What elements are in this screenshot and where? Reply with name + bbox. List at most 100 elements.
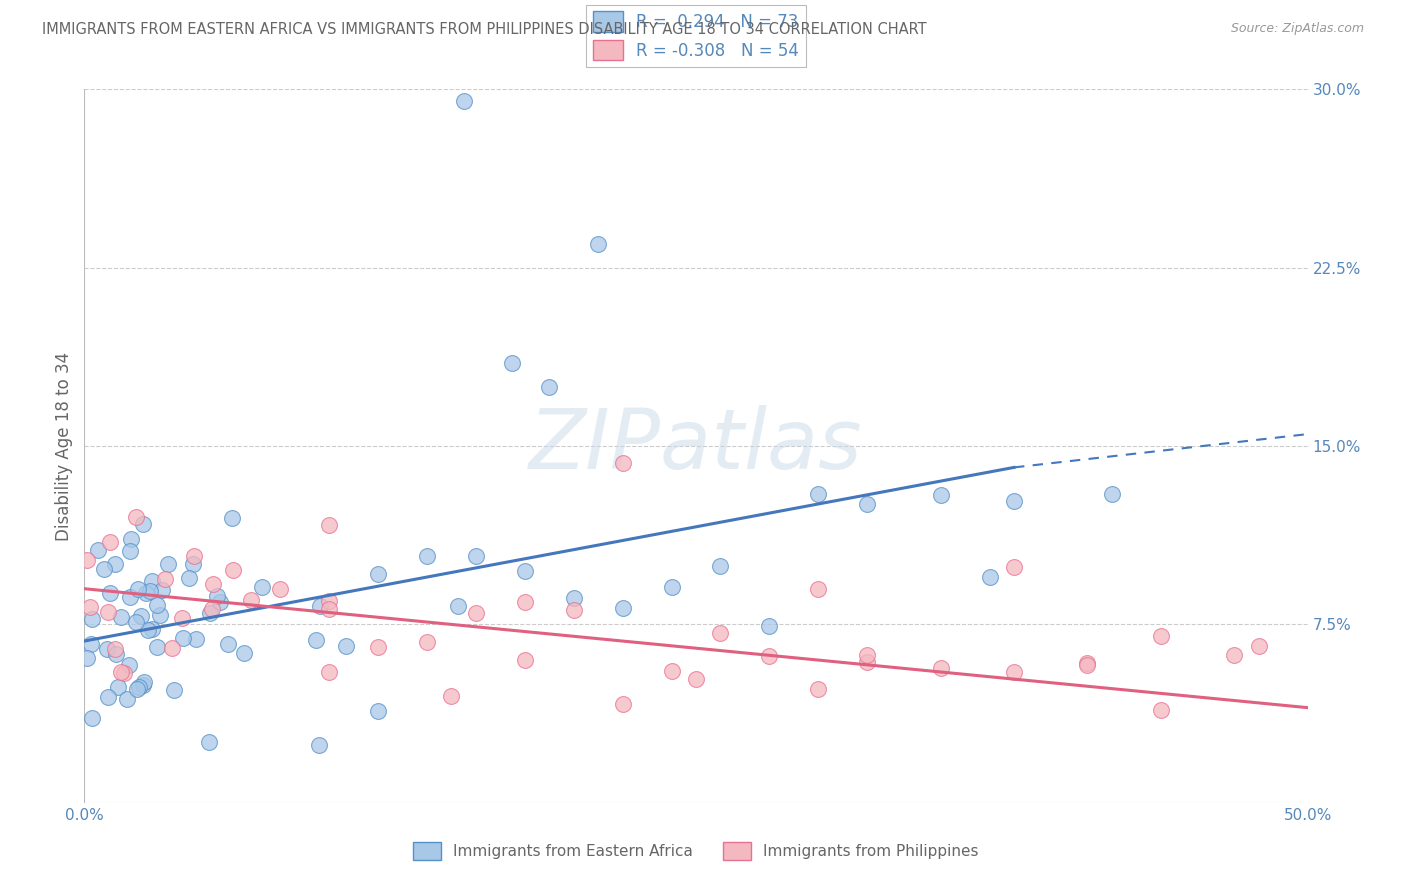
Point xyxy=(856,648,879,663)
Point xyxy=(125,510,148,524)
Point xyxy=(807,582,830,597)
Point xyxy=(209,595,232,609)
Point xyxy=(222,563,245,577)
Point xyxy=(464,606,486,620)
Point xyxy=(1150,703,1173,717)
Point xyxy=(79,600,101,615)
Point xyxy=(1223,648,1246,663)
Point xyxy=(118,657,141,672)
Point xyxy=(1101,486,1123,500)
Point xyxy=(107,680,129,694)
Point xyxy=(104,648,127,662)
Point xyxy=(80,637,103,651)
Point xyxy=(98,586,121,600)
Point xyxy=(807,681,830,696)
Point xyxy=(201,602,224,616)
Point xyxy=(97,606,120,620)
Point xyxy=(1076,656,1098,670)
Point xyxy=(179,571,201,585)
Point xyxy=(104,642,127,657)
Point xyxy=(269,582,291,596)
Point xyxy=(205,589,228,603)
Point xyxy=(139,583,162,598)
Point xyxy=(112,666,135,681)
Point xyxy=(170,611,193,625)
Point xyxy=(104,557,127,571)
Point xyxy=(115,692,138,706)
Point xyxy=(141,622,163,636)
Point xyxy=(661,664,683,678)
Point xyxy=(318,594,340,608)
Point xyxy=(612,697,634,711)
Point xyxy=(132,517,155,532)
Point xyxy=(252,580,274,594)
Text: IMMIGRANTS FROM EASTERN AFRICA VS IMMIGRANTS FROM PHILIPPINES DISABILITY AGE 18 : IMMIGRANTS FROM EASTERN AFRICA VS IMMIGR… xyxy=(42,22,927,37)
Point xyxy=(172,632,194,646)
Point xyxy=(198,606,221,620)
Point xyxy=(135,585,157,599)
Point xyxy=(367,640,389,655)
Point xyxy=(318,665,340,679)
Point xyxy=(76,553,98,567)
Text: Source: ZipAtlas.com: Source: ZipAtlas.com xyxy=(1230,22,1364,36)
Point xyxy=(93,562,115,576)
Point xyxy=(612,600,634,615)
Point xyxy=(758,619,780,633)
Point xyxy=(197,735,219,749)
Point xyxy=(141,574,163,589)
Point xyxy=(661,581,683,595)
Point xyxy=(125,682,148,697)
Point xyxy=(163,683,186,698)
Point xyxy=(464,549,486,563)
Point xyxy=(318,602,340,616)
Point xyxy=(156,557,179,571)
Point xyxy=(184,632,207,647)
Point xyxy=(110,609,132,624)
Point xyxy=(929,488,952,502)
Point xyxy=(96,641,118,656)
Point xyxy=(136,624,159,638)
Point xyxy=(1002,559,1025,574)
Point xyxy=(538,379,561,393)
Point xyxy=(856,655,879,669)
Point xyxy=(239,593,262,607)
Point xyxy=(134,675,156,690)
Point xyxy=(513,564,536,578)
Point xyxy=(1247,639,1270,653)
Point xyxy=(87,542,110,557)
Point xyxy=(305,632,328,647)
Point xyxy=(118,590,141,604)
Point xyxy=(562,603,585,617)
Point xyxy=(513,653,536,667)
Point xyxy=(367,704,389,718)
Point xyxy=(685,672,707,686)
Point xyxy=(453,94,475,108)
Point xyxy=(125,615,148,630)
Point xyxy=(709,558,731,573)
Point xyxy=(181,558,204,572)
Point xyxy=(856,498,879,512)
Point xyxy=(979,570,1001,584)
Point xyxy=(367,566,389,581)
Point xyxy=(929,661,952,675)
Point xyxy=(217,636,239,650)
Point xyxy=(308,738,330,752)
Point xyxy=(76,651,98,665)
Legend: Immigrants from Eastern Africa, Immigrants from Philippines: Immigrants from Eastern Africa, Immigran… xyxy=(408,836,984,866)
Point xyxy=(146,640,169,655)
Point xyxy=(82,612,104,626)
Text: ZIPatlas: ZIPatlas xyxy=(529,406,863,486)
Point xyxy=(502,356,524,370)
Point xyxy=(232,646,254,660)
Point xyxy=(150,582,173,597)
Point xyxy=(1150,629,1173,643)
Point xyxy=(80,711,103,725)
Point xyxy=(513,595,536,609)
Point xyxy=(97,690,120,704)
Point xyxy=(120,532,142,546)
Point xyxy=(1002,665,1025,679)
Point xyxy=(160,640,183,655)
Point xyxy=(129,609,152,624)
Point xyxy=(1002,493,1025,508)
Point xyxy=(149,608,172,623)
